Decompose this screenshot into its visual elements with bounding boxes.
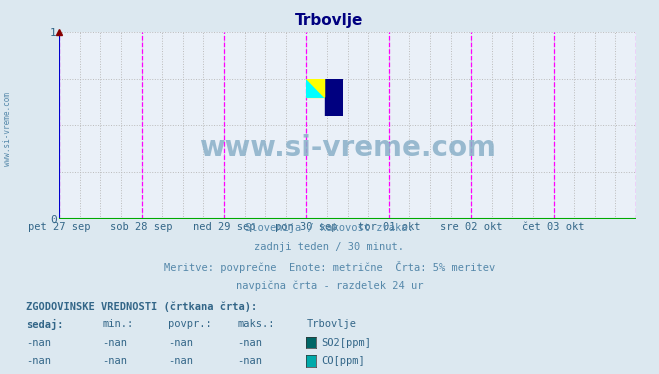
Text: -nan: -nan (102, 356, 127, 367)
Text: -nan: -nan (102, 338, 127, 348)
Text: -nan: -nan (168, 338, 193, 348)
Text: navpična črta - razdelek 24 ur: navpična črta - razdelek 24 ur (236, 281, 423, 291)
Text: Slovenija / kakovost zraka.: Slovenija / kakovost zraka. (245, 223, 414, 233)
Text: -nan: -nan (26, 338, 51, 348)
Text: -nan: -nan (237, 338, 262, 348)
Bar (325, 79, 343, 116)
Text: -nan: -nan (26, 356, 51, 367)
Text: -nan: -nan (168, 356, 193, 367)
Text: zadnji teden / 30 minut.: zadnji teden / 30 minut. (254, 242, 405, 252)
Text: -nan: -nan (237, 356, 262, 367)
Text: Trbovlje: Trbovlje (295, 13, 364, 28)
Bar (306, 79, 325, 97)
PathPatch shape (306, 79, 325, 97)
Text: min.:: min.: (102, 319, 133, 329)
Text: www.si-vreme.com: www.si-vreme.com (199, 134, 496, 162)
Text: sedaj:: sedaj: (26, 319, 64, 330)
Text: maks.:: maks.: (237, 319, 275, 329)
Text: povpr.:: povpr.: (168, 319, 212, 329)
Text: www.si-vreme.com: www.si-vreme.com (3, 92, 13, 166)
Text: Meritve: povprečne  Enote: metrične  Črta: 5% meritev: Meritve: povprečne Enote: metrične Črta:… (164, 261, 495, 273)
Text: SO2[ppm]: SO2[ppm] (322, 338, 372, 348)
PathPatch shape (306, 79, 325, 97)
Text: Trbovlje: Trbovlje (306, 319, 357, 329)
Text: ZGODOVINSKE VREDNOSTI (črtkana črta):: ZGODOVINSKE VREDNOSTI (črtkana črta): (26, 301, 258, 312)
Text: CO[ppm]: CO[ppm] (322, 356, 365, 367)
